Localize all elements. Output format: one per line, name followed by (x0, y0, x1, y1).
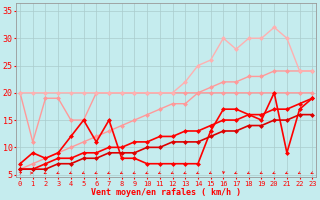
X-axis label: Vent moyen/en rafales ( km/h ): Vent moyen/en rafales ( km/h ) (91, 188, 241, 197)
